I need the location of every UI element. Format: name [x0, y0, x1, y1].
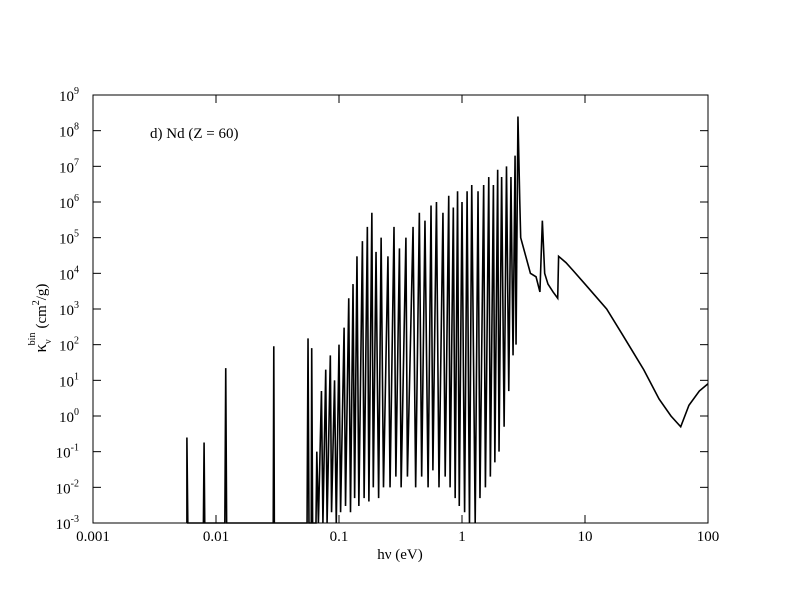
y-tick-label: 10-2 [56, 478, 79, 497]
y-tick-exponent: 8 [74, 122, 79, 133]
y-label-sup: bin [27, 333, 38, 346]
x-axis-label: hν (eV) [377, 547, 423, 563]
y-tick-label: 100 [59, 407, 79, 426]
y-tick-label: 102 [59, 336, 79, 355]
x-tick-label: 1 [458, 529, 466, 545]
y-tick-label: 104 [59, 264, 79, 283]
y-label-sub: ν [43, 339, 54, 344]
y-axis-label: κνbin (cm2/g) [27, 284, 54, 353]
y-tick-exponent: -3 [71, 514, 79, 525]
y-tick-base: 10 [59, 160, 74, 176]
y-tick-base: 10 [59, 339, 74, 355]
x-tick-label: 10 [578, 529, 593, 545]
y-tick-base: 10 [59, 196, 74, 212]
y-tick-base: 10 [56, 446, 71, 462]
y-tick-label: 10-1 [56, 443, 79, 462]
y-tick-base: 10 [59, 374, 74, 390]
spectrum-line [186, 116, 709, 524]
y-tick-base: 10 [59, 267, 74, 283]
y-tick-exponent: 0 [74, 407, 79, 418]
y-tick-exponent: -2 [71, 478, 79, 489]
y-tick-base: 10 [59, 303, 74, 319]
y-label-symbol: κ [31, 343, 50, 352]
x-tick-label: 0.1 [330, 529, 349, 545]
y-tick-label: 108 [59, 122, 79, 141]
y-tick-label: 109 [59, 86, 79, 105]
y-tick-base: 10 [56, 481, 71, 497]
y-tick-base: 10 [59, 410, 74, 426]
y-tick-exponent: 7 [74, 157, 79, 168]
y-tick-label: 101 [59, 371, 79, 390]
y-tick-label: 10-3 [56, 514, 79, 533]
y-tick-exponent: 3 [74, 300, 79, 311]
y-tick-exponent: 2 [74, 336, 79, 347]
y-tick-label: 105 [59, 229, 79, 248]
y-label-unit-end: /g) [34, 284, 50, 301]
x-tick-label: 0.001 [76, 529, 110, 545]
y-tick-base: 10 [59, 125, 74, 141]
y-tick-base: 10 [59, 232, 74, 248]
x-tick-label: 100 [697, 529, 720, 545]
y-tick-base: 10 [56, 517, 71, 533]
x-tick-label: 0.01 [203, 529, 229, 545]
y-tick-exponent: 9 [74, 86, 79, 97]
y-tick-exponent: 1 [74, 371, 79, 382]
y-tick-base: 10 [59, 89, 74, 105]
y-tick-exponent: 5 [74, 229, 79, 240]
y-label-unit: (cm [34, 305, 50, 329]
annotation: d) Nd (Z = 60) [150, 126, 238, 142]
y-tick-label: 106 [59, 193, 79, 212]
y-tick-label: 103 [59, 300, 79, 319]
y-tick-label: 107 [59, 157, 79, 176]
y-label-unit-sup: 2 [31, 300, 42, 305]
y-tick-exponent: -1 [71, 443, 79, 454]
y-tick-exponent: 6 [74, 193, 79, 204]
y-tick-exponent: 4 [74, 264, 79, 275]
